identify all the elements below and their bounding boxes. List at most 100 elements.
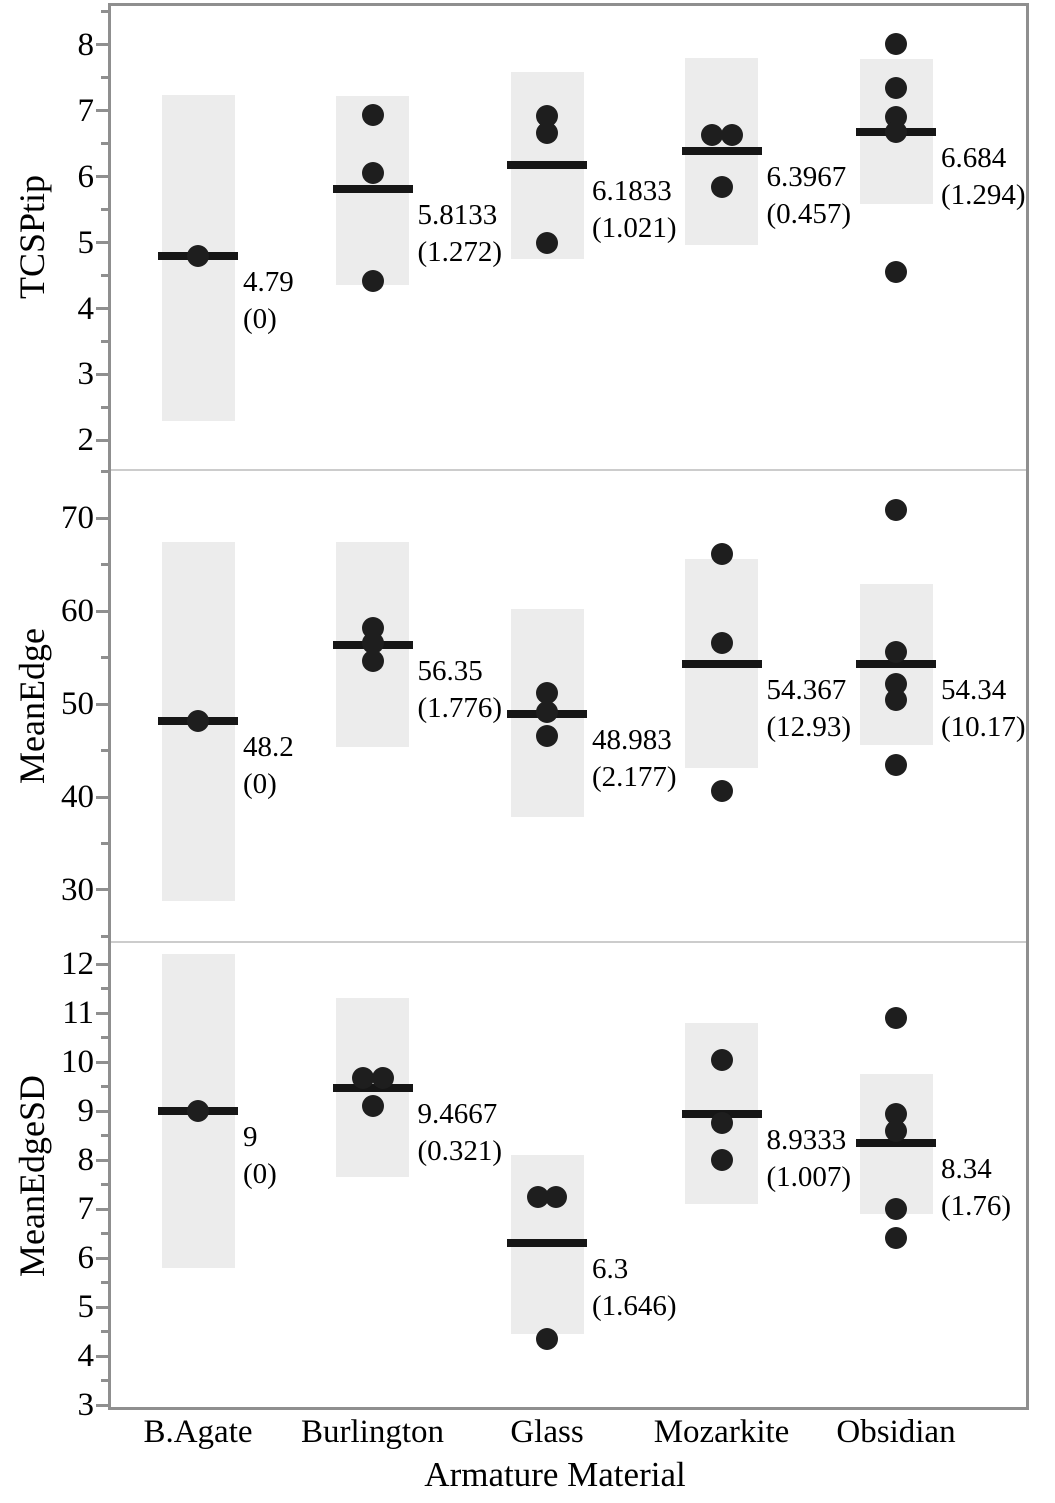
y-tick xyxy=(96,1158,110,1162)
y-tick-label: 5 xyxy=(77,1289,95,1326)
y-minor-tick xyxy=(101,934,110,938)
y-tick-label: 6 xyxy=(77,1240,95,1277)
y-tick xyxy=(96,1207,110,1211)
data-point xyxy=(885,1006,907,1029)
y-tick xyxy=(96,1354,110,1358)
y-tick xyxy=(96,1256,110,1260)
mean-value-label: 54.34 xyxy=(941,673,1007,706)
data-point xyxy=(885,689,907,712)
y-tick xyxy=(96,43,110,47)
sd-value-label: (0) xyxy=(243,1158,277,1191)
data-point xyxy=(187,1100,209,1123)
data-point xyxy=(710,631,733,654)
data-point xyxy=(885,1119,907,1142)
data-point xyxy=(361,631,384,654)
sd-value-label: (0) xyxy=(243,303,277,336)
sd-value-label: (2.177) xyxy=(592,760,677,793)
mean-line xyxy=(332,1084,413,1093)
mean-line xyxy=(507,160,587,169)
data-point xyxy=(536,681,558,704)
y-tick xyxy=(96,888,110,892)
y-tick-label: 30 xyxy=(61,871,94,908)
data-point xyxy=(885,1102,907,1125)
data-point xyxy=(536,231,558,254)
y-tick-label: 11 xyxy=(62,995,94,1032)
data-point xyxy=(351,1067,374,1090)
data-point xyxy=(885,672,907,695)
data-point xyxy=(187,709,209,732)
mean-value-label: 56.35 xyxy=(417,655,483,688)
mean-line xyxy=(856,659,936,668)
data-point xyxy=(527,1186,549,1209)
y-tick-label: 10 xyxy=(61,1044,94,1081)
sd-value-label: (1.007) xyxy=(766,1161,852,1194)
data-point xyxy=(545,1186,567,1209)
y-minor-tick xyxy=(101,1379,110,1383)
mean-value-label: 5.8133 xyxy=(417,198,498,231)
y-minor-tick xyxy=(101,1134,110,1138)
data-point xyxy=(885,641,907,664)
mean-value-label: 6.3 xyxy=(592,1253,629,1286)
data-point xyxy=(885,120,907,143)
mean-line xyxy=(332,184,413,193)
y-tick xyxy=(96,1060,110,1064)
x-axis-title: Armature Material xyxy=(424,1455,686,1494)
mean-value-label: 6.3967 xyxy=(766,160,847,193)
mean-value-label: 9.4667 xyxy=(417,1098,498,1131)
y-tick-label: 60 xyxy=(61,593,94,630)
y-tick xyxy=(96,516,110,520)
y-minor-tick xyxy=(101,656,110,660)
y-minor-tick xyxy=(101,842,110,845)
data-point xyxy=(536,122,558,145)
mean-value-label: 48.2 xyxy=(243,730,294,763)
y-tick xyxy=(96,609,110,613)
y-tick xyxy=(96,1011,110,1015)
sd-value-label: (1.272) xyxy=(417,235,503,268)
data-point xyxy=(720,124,743,147)
data-point xyxy=(885,261,907,284)
y-minor-tick xyxy=(101,1183,110,1187)
mean-value-label: 4.79 xyxy=(243,266,294,299)
y-tick xyxy=(96,962,110,966)
sd-value-label: (12.93) xyxy=(766,710,852,743)
mean-value-label: 6.684 xyxy=(941,141,1007,174)
sd-value-label: (0.457) xyxy=(766,197,852,230)
y-minor-tick xyxy=(101,405,110,409)
data-point xyxy=(885,753,907,776)
y-tick-label: 9 xyxy=(77,1093,95,1130)
sd-value-label: (1.021) xyxy=(592,211,677,244)
data-point xyxy=(885,1198,907,1221)
sd-value-label: (10.17) xyxy=(941,710,1026,743)
y-minor-tick xyxy=(101,987,110,991)
mean-value-label: 54.367 xyxy=(766,673,847,706)
y-tick-label: 12 xyxy=(61,946,94,983)
x-category-label: Glass xyxy=(510,1414,584,1450)
y-tick-label: 70 xyxy=(61,500,94,537)
y-tick-label: 2 xyxy=(77,422,95,459)
data-point xyxy=(371,1067,394,1090)
data-point xyxy=(710,175,733,198)
sd-value-label: (0) xyxy=(243,767,277,800)
y-tick-label: 6 xyxy=(77,158,95,195)
data-point xyxy=(361,104,384,127)
y-minor-tick xyxy=(101,1085,110,1089)
sd-value-label: (1.776) xyxy=(417,692,503,725)
y-tick-label: 5 xyxy=(77,224,95,261)
mean-line xyxy=(681,146,762,155)
y-tick-label: 3 xyxy=(77,356,95,393)
data-point xyxy=(710,1048,733,1071)
y-tick-label: 40 xyxy=(61,779,94,816)
x-category-label: Burlington xyxy=(300,1414,444,1450)
data-point xyxy=(361,162,384,185)
data-point xyxy=(885,77,907,100)
sd-value-label: (1.646) xyxy=(592,1290,677,1323)
data-point xyxy=(885,498,907,521)
x-category-label: B.Agate xyxy=(143,1414,253,1450)
data-point xyxy=(885,33,907,56)
y-minor-tick xyxy=(101,470,110,474)
x-category-label: Mozarkite xyxy=(653,1414,790,1450)
data-point xyxy=(710,780,733,803)
mean-value-label: 6.1833 xyxy=(592,174,672,207)
y-tick xyxy=(96,307,110,310)
